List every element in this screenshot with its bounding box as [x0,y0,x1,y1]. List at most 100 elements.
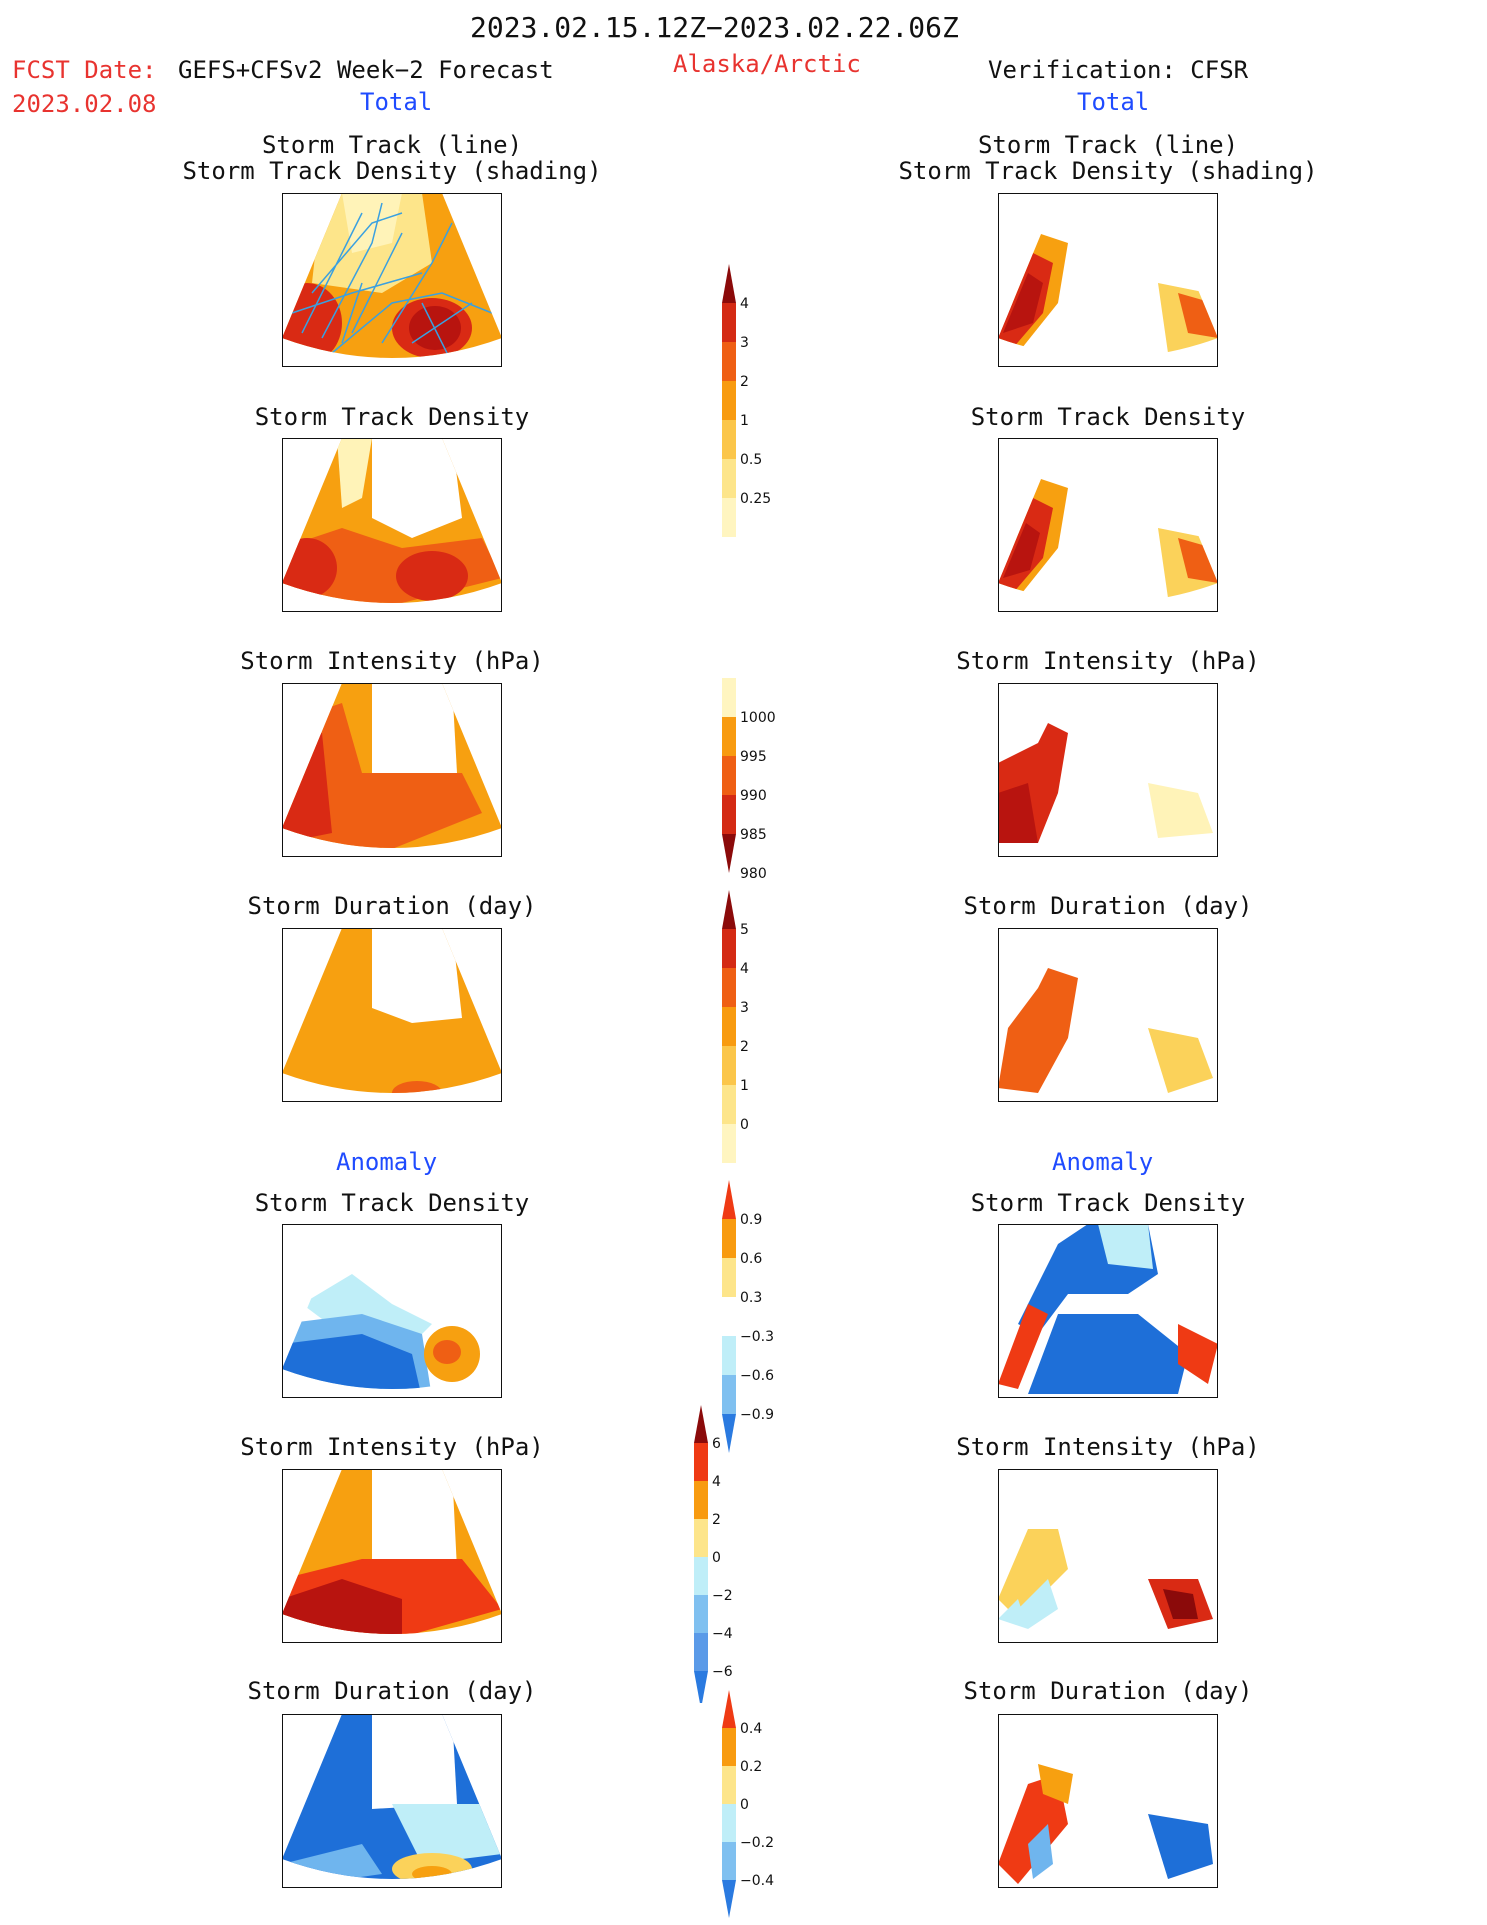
colorbar-tick-label: 995 [740,749,767,765]
title-anom-intensity-right: Storm Intensity (hPa) [956,1433,1260,1461]
colorbar-density: 4 3 2 1 0.5 0.25 [722,264,771,537]
colorbar-segment [722,834,736,873]
colorbar-segment [722,1804,736,1842]
colorbar-tick-label: 0.25 [740,491,771,507]
colorbar-segment [722,1414,736,1453]
colorbar-segment [722,1297,736,1336]
colorbar-segment [694,1405,708,1443]
colorbar-segment [722,1880,736,1918]
colorbar-segment [722,795,736,834]
map-intensity-obs [998,683,1218,857]
colorbar-anom-density: 0.9 0.6 0.3 −0.3 −0.6 −0.9 [722,1180,774,1453]
colorbar-tick-label: −6 [712,1664,733,1680]
map-track-obs [998,193,1218,367]
colorbar-segment [694,1671,708,1703]
colorbar-tick-label: 0.2 [740,1759,762,1775]
colorbar-tick-label: 1 [740,413,749,429]
colorbar-segment [722,498,736,537]
colorbar-tick-label: −0.4 [740,1873,774,1889]
colorbar-segment [722,1766,736,1804]
section-total-left: Total [360,88,433,116]
colorbar-tick-label: −2 [712,1588,733,1604]
colorbar-tick-label: 5 [740,922,749,938]
colorbar-tick-label: −4 [712,1626,733,1642]
map-density-fcst [282,438,502,612]
map-duration-obs [998,928,1218,1102]
map-duration-fcst [282,928,502,1102]
colorbar-tick-label: 3 [740,335,749,351]
region-label: Alaska/Arctic [673,50,861,78]
colorbar-segment [722,381,736,420]
colorbar-segment [722,1258,736,1297]
colorbar-anom-duration: 0.4 0.2 0 −0.2 −0.4 [722,1690,774,1918]
colorbar-segment [722,1007,736,1046]
colorbar-tick-label: 980 [740,866,767,882]
title-density-left: Storm Track Density [254,403,530,431]
colorbar-segment [722,342,736,381]
colorbar-tick-label: −0.2 [740,1835,774,1851]
title-anom-duration-right: Storm Duration (day) [963,1677,1253,1705]
date-range-title: 2023.02.15.12Z−2023.02.22.06Z [470,11,959,44]
title-duration-left: Storm Duration (day) [247,892,537,920]
colorbar-tick-label: −0.3 [740,1329,774,1345]
colorbar-tick-label: 0.5 [740,452,762,468]
colorbar-tick-label: 0.9 [740,1212,762,1228]
map-intensity-fcst [282,683,502,857]
title-track-right: Storm Track (line) Storm Track Density (s… [898,131,1318,186]
colorbar-tick-label: 1000 [740,710,776,726]
colorbar-segment [722,968,736,1007]
colorbar-segment [722,1180,736,1219]
colorbar-segment [722,1124,736,1163]
colorbar-segment [722,1690,736,1728]
colorbar-tick-label: 990 [740,788,767,804]
colorbar-anom-intensity: 6 4 2 0 −2 −4 −6 [694,1405,733,1703]
colorbar-tick-label: 3 [740,1000,749,1016]
colorbar-tick-label: 0 [712,1550,721,1566]
colorbar-segment [722,1085,736,1124]
colorbar-tick-label: 1 [740,1078,749,1094]
map-anom-density-fcst [282,1224,502,1398]
map-density-obs [998,438,1218,612]
colorbar-tick-label: 0 [740,1797,749,1813]
section-total-right: Total [1077,88,1150,116]
title-anom-density-left: Storm Track Density [254,1189,530,1217]
title-duration-right: Storm Duration (day) [963,892,1253,920]
map-anom-intensity-fcst [282,1469,502,1643]
colorbar-tick-label: 4 [740,296,749,312]
colorbar-tick-label: 2 [740,1039,749,1055]
colorbar-segment [722,264,736,303]
colorbar-tick-label: 2 [712,1512,721,1528]
map-track-fcst [282,193,502,367]
colorbar-segment [722,756,736,795]
colorbar-tick-label: −0.6 [740,1368,774,1384]
colorbar-segment [722,420,736,459]
colorbar-segment [694,1443,708,1481]
map-anom-duration-fcst [282,1714,502,1888]
colorbar-intensity: 1000 995 990 985 980 [722,678,776,882]
colorbar-segment [722,459,736,498]
verification-label: Verification: CFSR [988,56,1249,84]
colorbar-tick-label: 4 [740,961,749,977]
colorbar-tick-label: −0.9 [740,1407,774,1423]
title-anom-duration-left: Storm Duration (day) [247,1677,537,1705]
title-anom-density-right: Storm Track Density [970,1189,1246,1217]
colorbar-segment [694,1557,708,1595]
colorbar-segment [694,1519,708,1557]
colorbar-segment [694,1481,708,1519]
colorbar-tick-label: 2 [740,374,749,390]
colorbar-segment [722,929,736,968]
colorbar-segment [722,678,736,717]
colorbar-segment [722,1219,736,1258]
colorbar-segment [722,1375,736,1414]
title-anom-intensity-left: Storm Intensity (hPa) [240,1433,544,1461]
title-track-left: Storm Track (line) Storm Track Density (s… [182,131,602,186]
colorbar-tick-label: 0.3 [740,1290,762,1306]
colorbar-tick-label: 4 [712,1474,721,1490]
title-density-right: Storm Track Density [970,403,1246,431]
title-intensity-right: Storm Intensity (hPa) [956,647,1260,675]
map-anom-density-obs [998,1224,1218,1398]
colorbar-segment [722,1046,736,1085]
colorbar-segment [722,717,736,756]
forecast-model: GEFS+CFSv2 Week−2 Forecast [178,56,554,84]
title-intensity-left: Storm Intensity (hPa) [240,647,544,675]
